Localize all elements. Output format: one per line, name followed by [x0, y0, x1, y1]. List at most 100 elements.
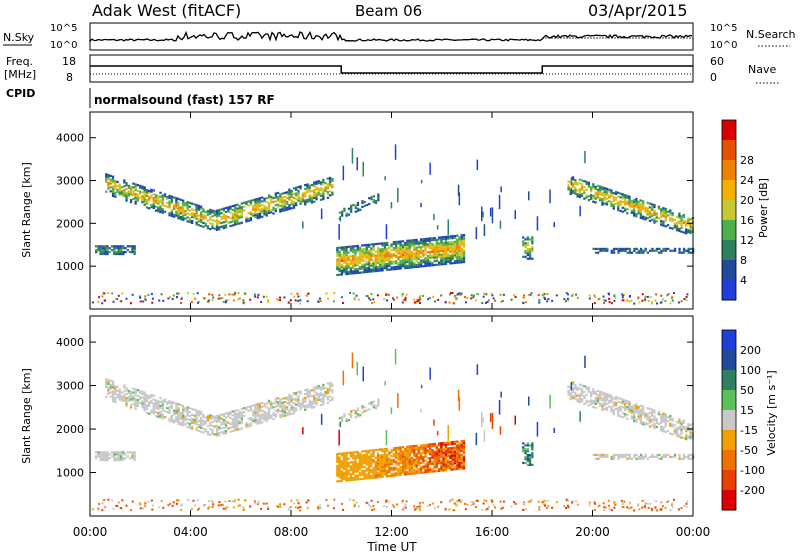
echo-cell — [234, 411, 237, 414]
echo-cell — [587, 185, 590, 188]
echo-cell — [261, 413, 264, 416]
echo-cell — [428, 460, 432, 464]
echo-cell — [651, 410, 654, 413]
echo-cell — [617, 412, 620, 415]
echo-cell — [614, 396, 618, 399]
echo-cell — [227, 421, 230, 424]
echo-cell — [200, 217, 203, 220]
echo-cell — [118, 183, 121, 186]
echo-cell — [587, 390, 590, 393]
noise-streak — [429, 162, 431, 175]
echo-cell — [283, 201, 286, 204]
y-tick-label: 3000 — [56, 175, 84, 188]
echo-cell — [388, 264, 391, 267]
echo-cell — [657, 217, 661, 220]
echo-cell — [292, 402, 296, 405]
echo-cell — [367, 249, 371, 252]
echo-cell — [258, 210, 262, 213]
echo-cell — [666, 294, 669, 297]
echo-cell — [274, 209, 277, 213]
echo-cell — [247, 200, 250, 203]
echo-cell — [236, 426, 239, 429]
echo-cell — [218, 220, 221, 223]
echo-cell — [288, 411, 291, 414]
echo-cell — [444, 253, 448, 256]
echo-cell — [159, 410, 162, 413]
echo-cell — [265, 206, 268, 209]
echo-cell — [95, 245, 98, 248]
echo-cell — [431, 250, 434, 253]
echo-cell — [113, 455, 116, 458]
echo-cell — [395, 454, 398, 457]
echo-cell — [258, 208, 262, 211]
echo-cell — [408, 463, 411, 466]
echo-cell — [267, 299, 270, 302]
echo-cell — [435, 464, 438, 467]
echo-cell — [449, 462, 452, 465]
noise-streak — [458, 192, 461, 206]
echo-cell — [424, 243, 427, 246]
echo-cell — [628, 300, 631, 303]
echo-cell — [341, 503, 343, 505]
echo-cell — [424, 249, 427, 252]
echo-cell — [374, 270, 377, 273]
echo-cell — [406, 467, 409, 470]
echo-cell — [231, 426, 234, 429]
echo-cell — [424, 443, 427, 446]
echo-cell — [270, 209, 273, 212]
echo-cell — [232, 506, 235, 509]
echo-cell — [628, 199, 631, 202]
echo-cell — [191, 221, 194, 224]
echo-cell — [393, 505, 396, 508]
echo-cell — [381, 269, 384, 272]
echo-cell — [682, 249, 686, 252]
echo-cell — [367, 266, 371, 269]
echo-cell — [390, 463, 393, 466]
echo-cell — [628, 247, 631, 250]
echo-cell — [274, 409, 277, 412]
echo-cell — [636, 297, 639, 300]
echo-cell — [444, 247, 448, 250]
echo-cell — [626, 194, 629, 197]
echo-cell — [301, 192, 305, 195]
echo-cell — [596, 190, 600, 193]
echo-cell — [388, 247, 391, 250]
echo-cell — [322, 399, 325, 402]
noise-streak — [553, 222, 555, 228]
echo-cell — [410, 470, 414, 473]
echo-cell — [184, 415, 187, 418]
echo-cell — [231, 422, 234, 425]
echo-cell — [651, 212, 654, 216]
echo-cell — [357, 505, 360, 508]
echo-cell — [462, 441, 466, 444]
echo-cell — [270, 401, 273, 404]
echo-cell — [301, 198, 305, 201]
echo-cell — [626, 413, 629, 416]
echo-cell — [306, 200, 309, 203]
echo-cell — [399, 267, 402, 270]
echo-cell — [592, 183, 595, 186]
echo-cell — [603, 249, 607, 252]
echo-cell — [419, 261, 423, 264]
velocity-colorbar-tick: -50 — [740, 444, 758, 457]
echo-cell — [383, 450, 386, 453]
echo-cell — [524, 450, 527, 453]
echo-cell — [689, 435, 692, 438]
echo-cell — [648, 210, 652, 213]
echo-cell — [109, 383, 112, 386]
echo-cell — [447, 443, 450, 446]
echo-cell — [267, 409, 271, 412]
echo-cell — [157, 404, 160, 407]
echo-cell — [415, 448, 418, 451]
echo-cell — [531, 442, 534, 445]
echo-cell — [374, 256, 377, 259]
echo-cell — [125, 400, 128, 404]
echo-cell — [603, 196, 606, 199]
echo-cell — [220, 421, 223, 424]
echo-cell — [388, 465, 391, 468]
echo-cell — [646, 251, 650, 254]
echo-cell — [322, 393, 325, 396]
echo-cell — [601, 407, 604, 410]
echo-cell — [224, 426, 228, 429]
echo-cell — [689, 229, 692, 233]
